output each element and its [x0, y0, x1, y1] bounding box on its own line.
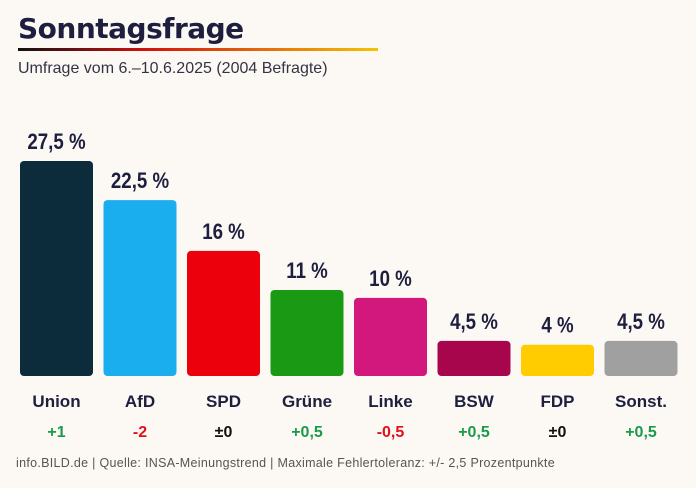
category-label-4: Linke [368, 392, 412, 411]
chart-title: Sonntagsfrage [18, 12, 244, 45]
bar-2 [187, 250, 260, 376]
category-label-3: Grüne [282, 392, 332, 411]
value-label-1: 22,5 % [111, 170, 169, 194]
category-label-1: AfD [125, 392, 155, 411]
category-label-0: Union [32, 392, 80, 411]
change-label-3: +0,5 [291, 424, 323, 441]
change-label-7: +0,5 [625, 424, 657, 441]
change-label-4: -0,5 [377, 424, 405, 441]
value-label-0: 27,5 % [27, 131, 85, 155]
bar-5 [437, 340, 511, 376]
value-label-2: 16 % [202, 221, 245, 245]
bar-3 [270, 290, 344, 376]
value-label-7: 4,5 % [617, 310, 665, 334]
change-label-6: ±0 [549, 424, 567, 441]
value-label-4: 10 % [369, 267, 412, 291]
value-label-3: 11 % [286, 260, 328, 284]
bar-chart: 27,5 % Union +1 22,5 % AfD -2 16 % SPD ±0 11 % Grü… [20, 131, 678, 441]
change-label-1: -2 [133, 424, 147, 441]
bar-1 [103, 200, 177, 376]
change-label-5: +0,5 [458, 424, 490, 441]
change-label-2: ±0 [215, 424, 233, 441]
category-label-2: SPD [206, 392, 241, 411]
category-label-7: Sonst. [615, 392, 667, 411]
title-underline [18, 48, 378, 51]
value-label-5: 4,5 % [450, 310, 498, 334]
bar-6 [521, 344, 594, 376]
source-footer: info.BILD.de | Quelle: INSA-Meinungstren… [16, 456, 555, 470]
chart-subtitle: Umfrage vom 6.–10.6.2025 (2004 Befragte) [18, 60, 328, 77]
bar-7 [604, 340, 678, 376]
change-label-0: +1 [47, 424, 65, 441]
bar-4 [354, 297, 427, 376]
value-label-6: 4 % [541, 314, 573, 338]
category-label-6: FDP [541, 392, 575, 411]
bar-0 [20, 161, 93, 376]
category-label-5: BSW [454, 392, 495, 411]
